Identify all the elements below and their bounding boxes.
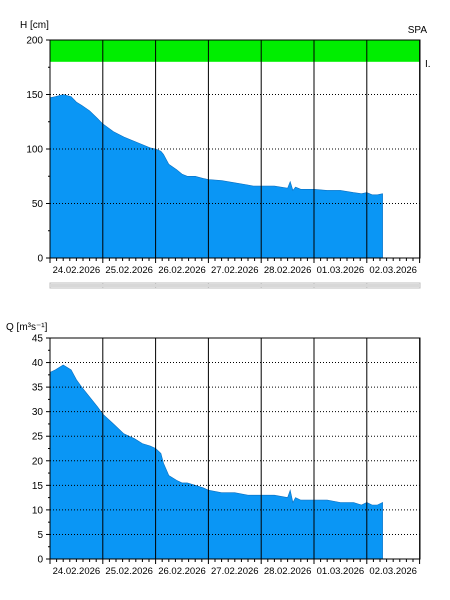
y-tick-label: 200 bbox=[26, 36, 43, 47]
y-tick-label: 45 bbox=[32, 334, 44, 345]
level-band bbox=[50, 40, 420, 62]
y-tick-label: 30 bbox=[32, 407, 44, 418]
series-area bbox=[49, 94, 383, 259]
water-level-chart: H [cm] SPA I. 0 50 100 150 200 24.02.2026 25.0… bbox=[20, 20, 431, 276]
y-tick-label: 150 bbox=[26, 90, 43, 101]
y-tick-label: 100 bbox=[26, 145, 43, 156]
x-date-label: 28.02.2026 bbox=[264, 566, 312, 577]
x-date-label: 24.02.2026 bbox=[53, 566, 101, 577]
y-tick-label: 5 bbox=[37, 530, 43, 541]
y-tick-label: 15 bbox=[32, 481, 44, 492]
y-tick-label: 25 bbox=[32, 432, 44, 443]
x-date-label: 25.02.2026 bbox=[105, 265, 153, 276]
y-tick-label: 0 bbox=[37, 254, 43, 265]
y-tick-label: 50 bbox=[32, 199, 44, 210]
x-date-label: 01.03.2026 bbox=[317, 265, 365, 276]
h-axis-label: H [cm] bbox=[20, 20, 49, 31]
x-date-label: 26.02.2026 bbox=[158, 566, 206, 577]
x-date-label: 01.03.2026 bbox=[317, 566, 365, 577]
x-date-label: 28.02.2026 bbox=[264, 265, 312, 276]
band-label: I. bbox=[425, 59, 431, 70]
y-tick-label: 10 bbox=[32, 505, 44, 516]
y-tick-label: 0 bbox=[37, 555, 43, 566]
discharge-chart: Q [m³s⁻¹] 0 5 10 15 20 25 30 35 40 45 24.02.2026 25… bbox=[6, 322, 421, 577]
q-axis-label: Q [m³s⁻¹] bbox=[6, 322, 48, 333]
time-scrollbar[interactable] bbox=[49, 282, 421, 289]
x-date-label: 27.02.2026 bbox=[211, 566, 259, 577]
y-tick-label: 35 bbox=[32, 383, 44, 394]
x-date-label: 26.02.2026 bbox=[158, 265, 206, 276]
scrollbar-thumb bbox=[50, 284, 420, 287]
x-date-label: 02.03.2026 bbox=[369, 566, 417, 577]
y-tick-label: 20 bbox=[32, 456, 44, 467]
y-tick-label: 40 bbox=[32, 358, 44, 369]
x-date-label: 27.02.2026 bbox=[211, 265, 259, 276]
x-date-label: 25.02.2026 bbox=[105, 566, 153, 577]
station-label: SPA bbox=[408, 25, 428, 36]
x-date-label: 02.03.2026 bbox=[369, 265, 417, 276]
series-area bbox=[49, 364, 383, 560]
x-date-label: 24.02.2026 bbox=[53, 265, 101, 276]
